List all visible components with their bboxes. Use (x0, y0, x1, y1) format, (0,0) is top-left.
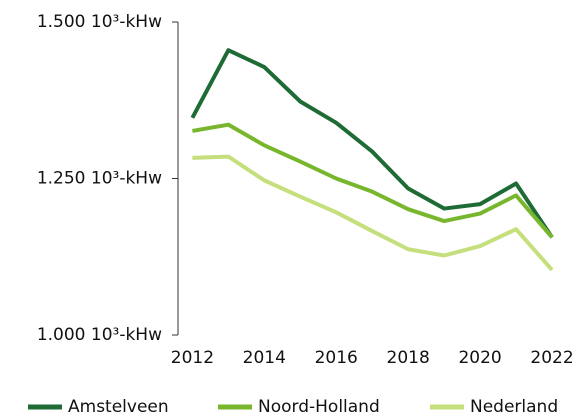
legend-label: Noord-Holland (258, 397, 380, 416)
line (190, 48, 554, 239)
legend-label: Nederland (470, 397, 558, 416)
y-tick-label: 1.000 10³-kHw (37, 325, 162, 345)
x-tick-label: 2022 (530, 348, 573, 368)
x-tick-label: 2016 (315, 348, 358, 368)
x-tick-label: 2018 (387, 348, 430, 368)
x-tick-label: 2020 (458, 348, 501, 368)
line (192, 154, 554, 272)
x-tick-label: 2012 (171, 348, 214, 368)
y-tick-label: 1.500 10³-kHw (37, 12, 162, 32)
y-tick-label: 1.250 10³-kHw (37, 169, 162, 189)
x-tick-label: 2014 (243, 348, 286, 368)
line (192, 122, 554, 239)
legend-label: Amstelveen (68, 397, 169, 416)
